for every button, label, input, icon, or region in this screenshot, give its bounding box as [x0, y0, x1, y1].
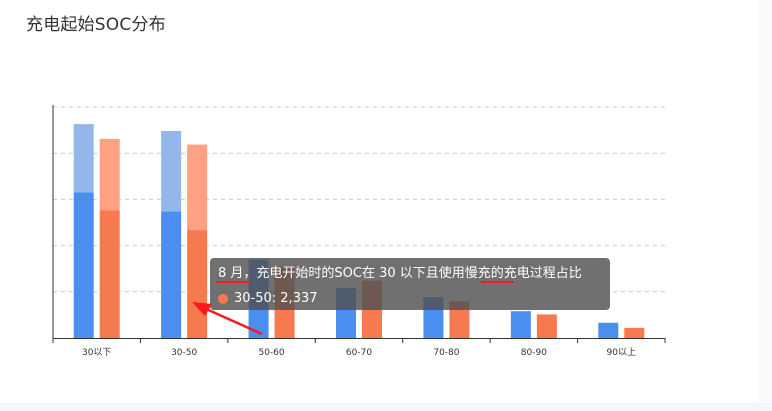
tooltip-entry-row: 30-50: 2,337	[218, 289, 602, 309]
bar-b-30-50	[187, 144, 208, 231]
right-panel-edge	[758, 0, 772, 403]
x-axis-label: 30以下	[82, 348, 111, 358]
chart-tooltip: 8 月，充电开始时的SOC在 30 以下且使用慢充的充电过程占比 30-50: …	[210, 258, 610, 310]
tooltip-series-dot	[218, 294, 228, 304]
bar-a-30以下	[73, 192, 94, 338]
x-axis-label: 70-80	[433, 348, 459, 358]
bar-b-90以上	[624, 327, 645, 338]
bar-a-30以下	[73, 124, 94, 193]
x-axis-label: 30-50	[171, 348, 197, 358]
bar-b-30以下	[99, 210, 120, 338]
bar-a-30-50	[161, 131, 182, 212]
x-axis-label: 60-70	[346, 348, 372, 358]
tooltip-title: 8 月，充电开始时的SOC在 30 以下且使用慢充的充电过程占比	[218, 266, 582, 281]
bottom-strip	[0, 403, 772, 411]
x-axis-label: 90以上	[607, 347, 636, 358]
bar-a-80-90	[510, 311, 531, 338]
x-axis-label: 80-90	[521, 348, 547, 358]
tooltip-entry-value: 30-50: 2,337	[234, 291, 318, 306]
bar-b-70-80	[449, 301, 470, 338]
bar-b-30以下	[99, 138, 120, 211]
bar-b-30-50	[187, 230, 208, 338]
x-axis-label: 50-60	[258, 348, 284, 358]
chart-title: 充电起始SOC分布	[26, 15, 166, 35]
bar-b-80-90	[536, 314, 557, 338]
bar-a-30-50	[161, 211, 182, 338]
bar-a-90以上	[598, 322, 619, 338]
